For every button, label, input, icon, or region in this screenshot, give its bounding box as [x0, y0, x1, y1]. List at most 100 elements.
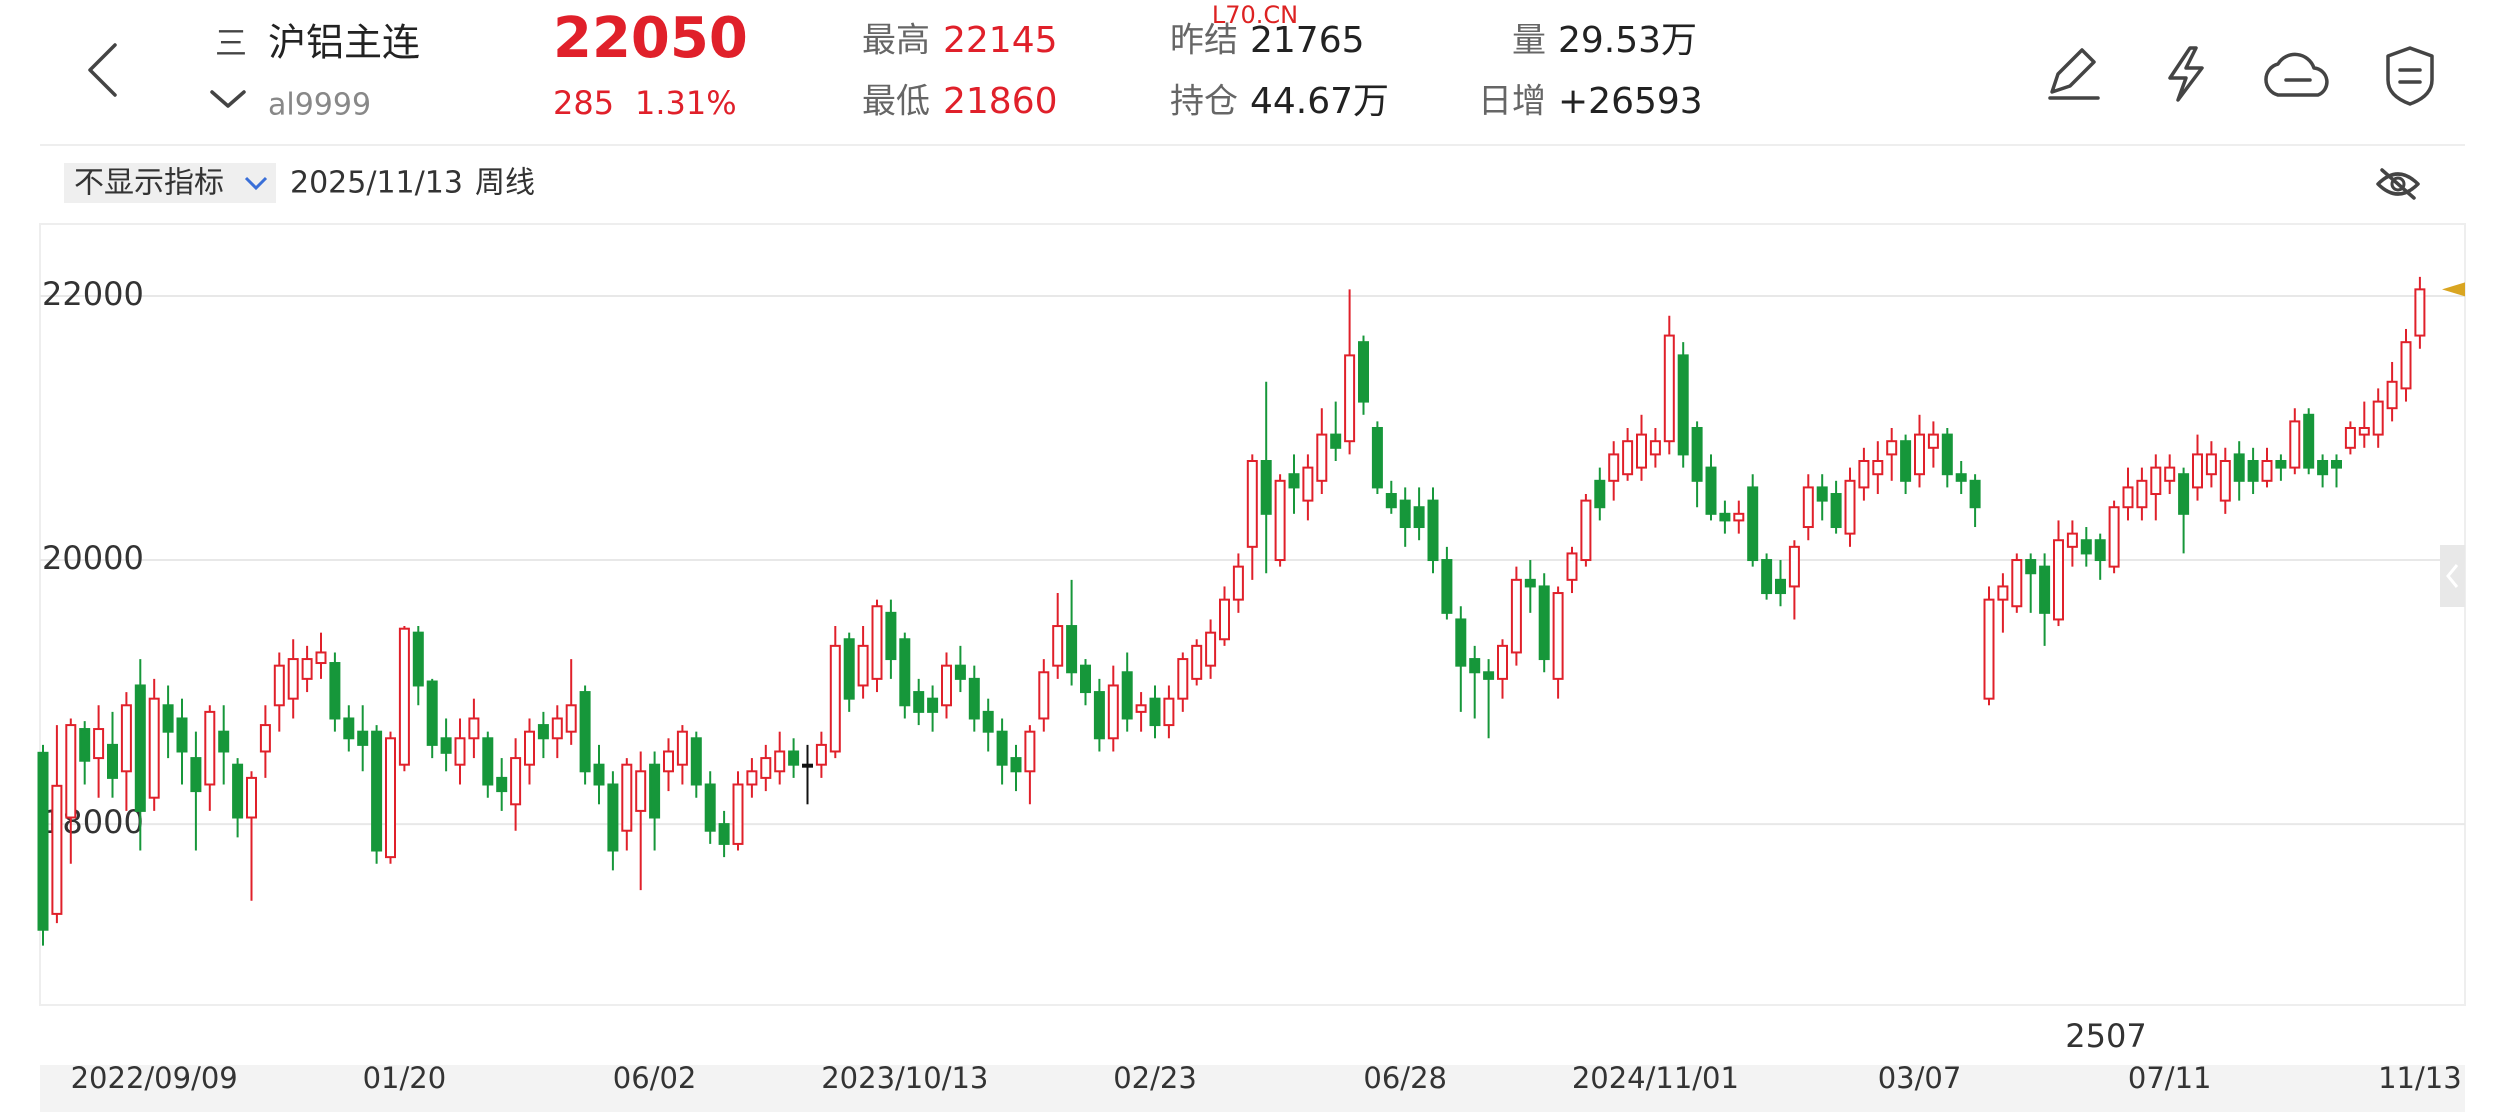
- candle-body: [982, 710, 994, 733]
- candle-body: [1344, 354, 1356, 443]
- high-label: 最高: [862, 21, 930, 61]
- candle-body: [329, 662, 341, 720]
- x-tick-label: 2023/10/13: [821, 1061, 988, 1095]
- contract-name[interactable]: 沪铝主连: [268, 21, 420, 65]
- candle-body: [1316, 433, 1328, 482]
- candle-body: [1371, 426, 1383, 489]
- candle-body: [2122, 486, 2134, 509]
- candle-body: [2094, 539, 2106, 562]
- candle-body: [899, 638, 911, 707]
- candle-body: [1691, 426, 1703, 482]
- candle-body: [1205, 631, 1217, 667]
- prev-settle-value: 21765: [1250, 20, 1365, 61]
- candle-body: [1177, 658, 1189, 700]
- candle-body: [1038, 671, 1050, 720]
- candle-body: [565, 704, 577, 733]
- candle-body: [774, 750, 786, 773]
- candle-body: [2066, 532, 2078, 548]
- candle-body: [2400, 341, 2412, 390]
- candle-body: [287, 658, 299, 700]
- candle-body: [1900, 440, 1912, 482]
- candle-body: [537, 724, 549, 740]
- candle-body: [2205, 453, 2217, 476]
- candle-body: [913, 691, 925, 713]
- candle-body: [496, 776, 508, 793]
- candle-body: [301, 658, 313, 680]
- candle-body: [871, 605, 883, 680]
- candle-body: [218, 730, 230, 753]
- candle-body: [1163, 697, 1175, 727]
- candle-body: [2192, 453, 2203, 489]
- side-tab[interactable]: [2440, 545, 2465, 607]
- candle-body: [621, 763, 633, 832]
- x-tick-label: 02/23: [1113, 1061, 1197, 1095]
- candle-body: [440, 737, 452, 754]
- prev-settle-label: 昨结: [1170, 21, 1238, 61]
- candle-body: [968, 677, 980, 720]
- daily-increase-value: +26593: [1558, 81, 1703, 122]
- candle-body: [2331, 460, 2342, 469]
- candle-body: [1538, 585, 1550, 661]
- price-change: 285: [553, 84, 614, 122]
- cloud-icon[interactable]: [2264, 52, 2329, 97]
- side-tab-arrow[interactable]: [2446, 564, 2459, 588]
- x-axis-band: [40, 1065, 2465, 1112]
- last-price-marker: [2442, 282, 2465, 297]
- contract-roll-annotation: 2507: [2065, 1017, 2146, 1055]
- candle-body: [482, 737, 494, 786]
- indicator-label[interactable]: 不显示指标: [74, 166, 224, 201]
- low-label: 最低: [862, 82, 930, 122]
- candle-body: [1941, 433, 1953, 476]
- candle-body: [676, 730, 688, 766]
- candle-body: [1969, 479, 1981, 509]
- menu-icon[interactable]: 三: [215, 24, 247, 62]
- candle-body: [107, 743, 118, 779]
- candle-body: [1413, 506, 1425, 529]
- candle-body: [1066, 625, 1078, 674]
- candle-body: [1441, 559, 1453, 614]
- candle-body: [426, 680, 438, 746]
- candle-body: [579, 691, 591, 773]
- flash-icon[interactable]: [2168, 46, 2204, 102]
- candle-body: [1649, 440, 1661, 456]
- candle-body: [162, 704, 174, 733]
- candle-body: [760, 757, 772, 779]
- candle-body: [148, 697, 160, 799]
- candle-body: [176, 717, 188, 753]
- expand-icon[interactable]: [210, 90, 246, 108]
- candle-body: [1385, 493, 1397, 509]
- indicator-dropdown[interactable]: [64, 163, 276, 203]
- candle-body: [1010, 757, 1022, 773]
- hide-icon[interactable]: [2376, 168, 2420, 200]
- shield-icon[interactable]: [2386, 46, 2434, 106]
- candle-body: [468, 717, 480, 740]
- y-tick-label: 20000: [42, 539, 144, 577]
- candle-body: [259, 724, 271, 753]
- candle-body: [37, 751, 49, 931]
- candle-body: [649, 763, 661, 819]
- candle-body: [663, 750, 674, 773]
- toolbar-date: 2025/11/13: [290, 166, 463, 201]
- candle-body: [1274, 479, 1286, 562]
- candle-body: [2025, 559, 2037, 575]
- candle-body: [927, 697, 939, 713]
- candle-body: [2011, 559, 2023, 608]
- toolbar-period[interactable]: 周线: [475, 166, 535, 201]
- candle-body: [1330, 433, 1342, 449]
- candle-body: [1733, 512, 1745, 522]
- candle-body: [746, 770, 758, 786]
- x-tick-label: 01/20: [363, 1061, 447, 1095]
- candle-body: [1510, 578, 1522, 654]
- back-button[interactable]: [88, 43, 117, 97]
- price-change-pct: 1.31%: [635, 84, 737, 122]
- candle-body: [2053, 539, 2064, 621]
- candle-body: [120, 704, 132, 773]
- candle-body: [1566, 552, 1578, 581]
- candle-body: [2080, 539, 2092, 555]
- dropdown-arrow[interactable]: [244, 176, 268, 191]
- edit-icon[interactable]: [2048, 48, 2100, 100]
- candle-body: [1622, 440, 1634, 476]
- candle-body: [412, 631, 424, 687]
- open-interest-label: 持仓: [1170, 82, 1238, 122]
- watermark: L70.CN: [1212, 1, 1298, 29]
